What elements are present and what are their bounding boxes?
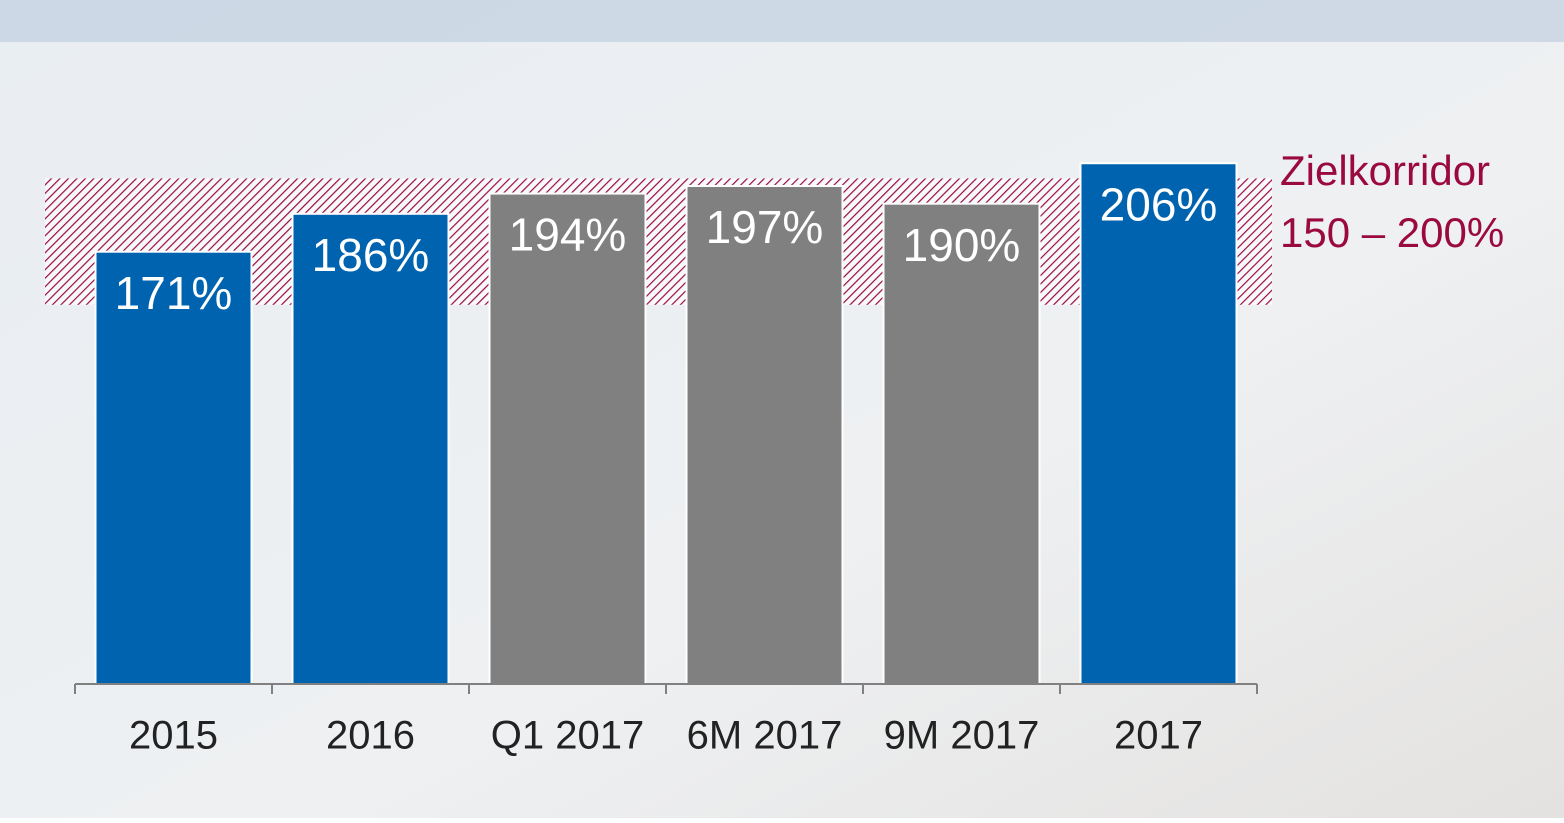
x-tick-label: 6M 2017 [687,714,843,758]
annotation: Zielkorridor [1280,147,1490,194]
top-strip [0,0,1564,42]
x-tick-label: 2015 [129,714,218,758]
x-tick-label: Q1 2017 [491,714,644,758]
data-label: 197% [706,201,824,253]
x-tick-label: 2016 [326,714,415,758]
bar [488,192,647,685]
data-label: 171% [115,267,233,319]
data-label: 206% [1100,178,1218,230]
bar [291,212,450,686]
bar [685,184,844,685]
bar [882,202,1041,685]
annotation: 150 – 200% [1280,209,1504,256]
x-tick-label: 9M 2017 [884,714,1040,758]
data-label: 190% [903,219,1021,271]
bar [1079,162,1238,685]
data-label: 194% [509,209,627,261]
x-tick-label: 2017 [1114,714,1203,758]
data-label: 186% [312,229,430,281]
